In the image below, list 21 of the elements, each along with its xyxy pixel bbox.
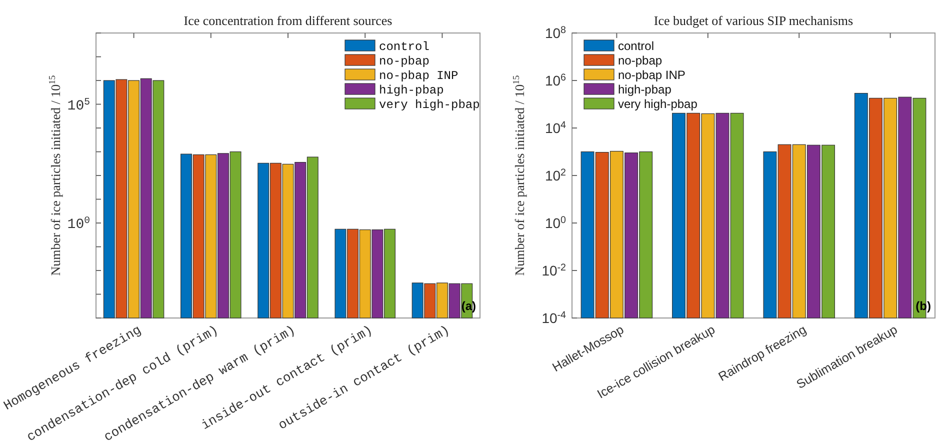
chart-title: Ice concentration from different sources: [184, 13, 392, 28]
legend-label: control: [379, 40, 430, 54]
legend-label: control: [618, 39, 654, 53]
y-tick-label: 10$^{8}$: [544, 24, 567, 41]
legend-label: very high-pbap: [379, 98, 480, 112]
y-tick-label: 10$^{5}$: [67, 96, 90, 114]
y-tick-label: 10$^{-2}$: [542, 262, 566, 278]
legend-label: high-pbap: [379, 84, 444, 98]
legend-label: no-pbap INP: [618, 68, 686, 82]
legend-label: very high-pbap: [618, 97, 698, 111]
chart-title: Ice budget of various SIP mechanisms: [654, 13, 854, 28]
y-tick-label: 10$^{6}$: [544, 72, 567, 88]
y-tick-label: 10$^{2}$: [544, 167, 566, 184]
y-tick-label: 10$^{0}$: [544, 214, 567, 231]
legend-label: no-pbap: [618, 54, 662, 68]
y-tick-label: 10$^{0}$: [67, 214, 90, 233]
legend-label: no-pbap: [379, 54, 430, 68]
legend-label: high-pbap: [618, 82, 672, 96]
y-tick-label: 10$^{-4}$: [542, 310, 567, 326]
legend-label: no-pbap INP: [379, 69, 458, 83]
y-tick-label: 10$^{4}$: [544, 120, 567, 136]
